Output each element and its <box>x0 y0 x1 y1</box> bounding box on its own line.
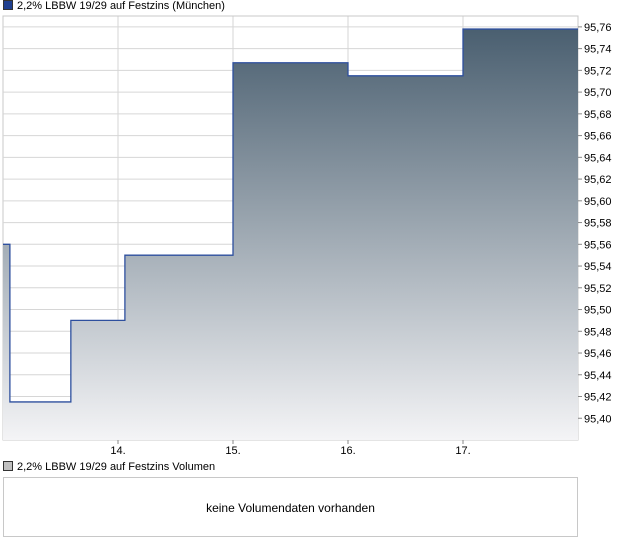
price-line <box>3 28 578 403</box>
y-tick-label: 95,56 <box>584 239 612 251</box>
volume-legend-label: 2,2% LBBW 19/29 auf Festzins Volumen <box>17 461 216 473</box>
price-area <box>3 15 578 441</box>
price-legend-swatch <box>3 0 13 10</box>
y-tick-label: 95,66 <box>584 131 612 143</box>
y-tick-label: 95,64 <box>584 152 612 164</box>
price-chart: 95,40 95,42 95,44 95,46 95,48 95,50 95,52 95,54… <box>2 15 612 457</box>
price-area-fill <box>3 29 578 441</box>
y-tick-label: 95,44 <box>584 370 612 382</box>
y-tick-label: 95,62 <box>584 174 612 186</box>
y-tick-label: 95,68 <box>584 109 612 121</box>
volume-empty-message: keine Volumendaten vorhanden <box>206 501 375 515</box>
y-tick-label: 95,52 <box>584 283 612 295</box>
x-tick-label: 16. <box>340 445 355 457</box>
y-tick-label: 95,60 <box>584 196 612 208</box>
volume-panel: keine Volumendaten vorhanden <box>3 477 578 537</box>
y-tick-label: 95,50 <box>584 305 612 317</box>
y-tick-label: 95,42 <box>584 392 612 404</box>
y-tick-label: 95,54 <box>584 261 612 273</box>
y-tick-label: 95,46 <box>584 348 612 360</box>
y-tick-label: 95,40 <box>584 413 612 425</box>
x-tick-label: 14. <box>110 445 125 457</box>
x-axis: 14. 15. 16. 17. <box>110 440 471 457</box>
y-tick-label: 95,76 <box>584 22 612 34</box>
volume-legend: 2,2% LBBW 19/29 auf Festzins Volumen <box>3 461 215 474</box>
price-legend: 2,2% LBBW 19/29 auf Festzins (München) <box>3 0 225 13</box>
y-tick-label: 95,74 <box>584 44 612 56</box>
price-legend-label: 2,2% LBBW 19/29 auf Festzins (München) <box>17 0 225 12</box>
y-tick-label: 95,70 <box>584 87 612 99</box>
x-tick-label: 17. <box>455 445 470 457</box>
y-tick-label: 95,58 <box>584 218 612 230</box>
x-tick-label: 15. <box>225 445 240 457</box>
y-tick-label: 95,72 <box>584 65 612 77</box>
y-tick-label: 95,48 <box>584 326 612 338</box>
y-axis: 95,40 95,42 95,44 95,46 95,48 95,50 95,52 95,54… <box>578 22 612 425</box>
volume-legend-swatch <box>3 461 13 471</box>
